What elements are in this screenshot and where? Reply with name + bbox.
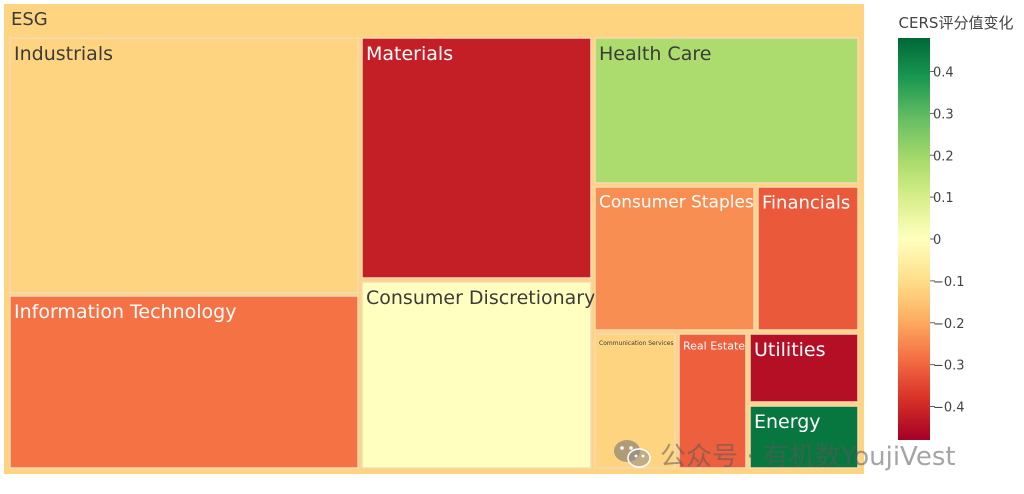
colorbar-tick-label: 0.1 <box>933 191 954 206</box>
tile-energy[interactable] <box>749 405 859 469</box>
tile-label-consumer-staples: Consumer Staples <box>599 192 754 212</box>
tile-label-utilities: Utilities <box>754 339 826 361</box>
colorbar-ticks: 0.4 0.3 0.2 0.1 0 −0.1 −0.2 −0.3 −0.4 <box>930 66 965 416</box>
tile-materials[interactable] <box>361 37 592 279</box>
colorbar-tick-label: 0.2 <box>933 149 954 164</box>
tile-communication-services[interactable] <box>594 333 676 469</box>
colorbar-tick-label: −0.2 <box>933 317 965 332</box>
colorbar-tick-label: −0.1 <box>933 275 965 290</box>
tile-consumer-staples[interactable] <box>594 186 755 331</box>
treemap-root-label: ESG <box>11 9 48 30</box>
colorbar-tick-label: 0.4 <box>933 66 954 81</box>
tile-label-information-technology: Information Technology <box>14 301 236 323</box>
colorbar-tick-label: −0.4 <box>933 401 965 416</box>
tile-label-financials: Financials <box>762 192 850 213</box>
tile-label-materials: Materials <box>366 43 453 65</box>
tile-label-communication-services: Communication Services <box>599 340 674 347</box>
tile-label-consumer-discretionary: Consumer Discretionary <box>366 287 595 309</box>
tile-financials[interactable] <box>757 186 859 331</box>
colorbar-gradient <box>898 38 930 440</box>
tile-label-health-care: Health Care <box>599 43 711 65</box>
colorbar: CERS评分值变化 0.4 0.3 0.2 0.1 0 −0.1 −0.2 −0.3 −0.4 <box>898 14 1013 440</box>
tile-real-estate[interactable] <box>678 333 747 469</box>
colorbar-title: CERS评分值变化 <box>899 14 1014 32</box>
tile-health-care[interactable] <box>594 37 859 184</box>
tile-information-technology[interactable] <box>9 295 359 469</box>
colorbar-tick-label: −0.3 <box>933 359 965 374</box>
tile-label-real-estate: Real Estate <box>683 339 745 352</box>
tile-label-industrials: Industrials <box>14 43 113 65</box>
treemap-tiles: ESG Industrials Information Technology Mate… <box>4 4 864 474</box>
tile-consumer-discretionary[interactable] <box>361 281 592 469</box>
tile-label-energy: Energy <box>754 411 821 433</box>
tile-utilities[interactable] <box>749 333 859 403</box>
colorbar-tick-label: 0 <box>933 233 941 248</box>
colorbar-tick-label: 0.3 <box>933 107 954 122</box>
tile-industrials[interactable] <box>9 37 359 294</box>
